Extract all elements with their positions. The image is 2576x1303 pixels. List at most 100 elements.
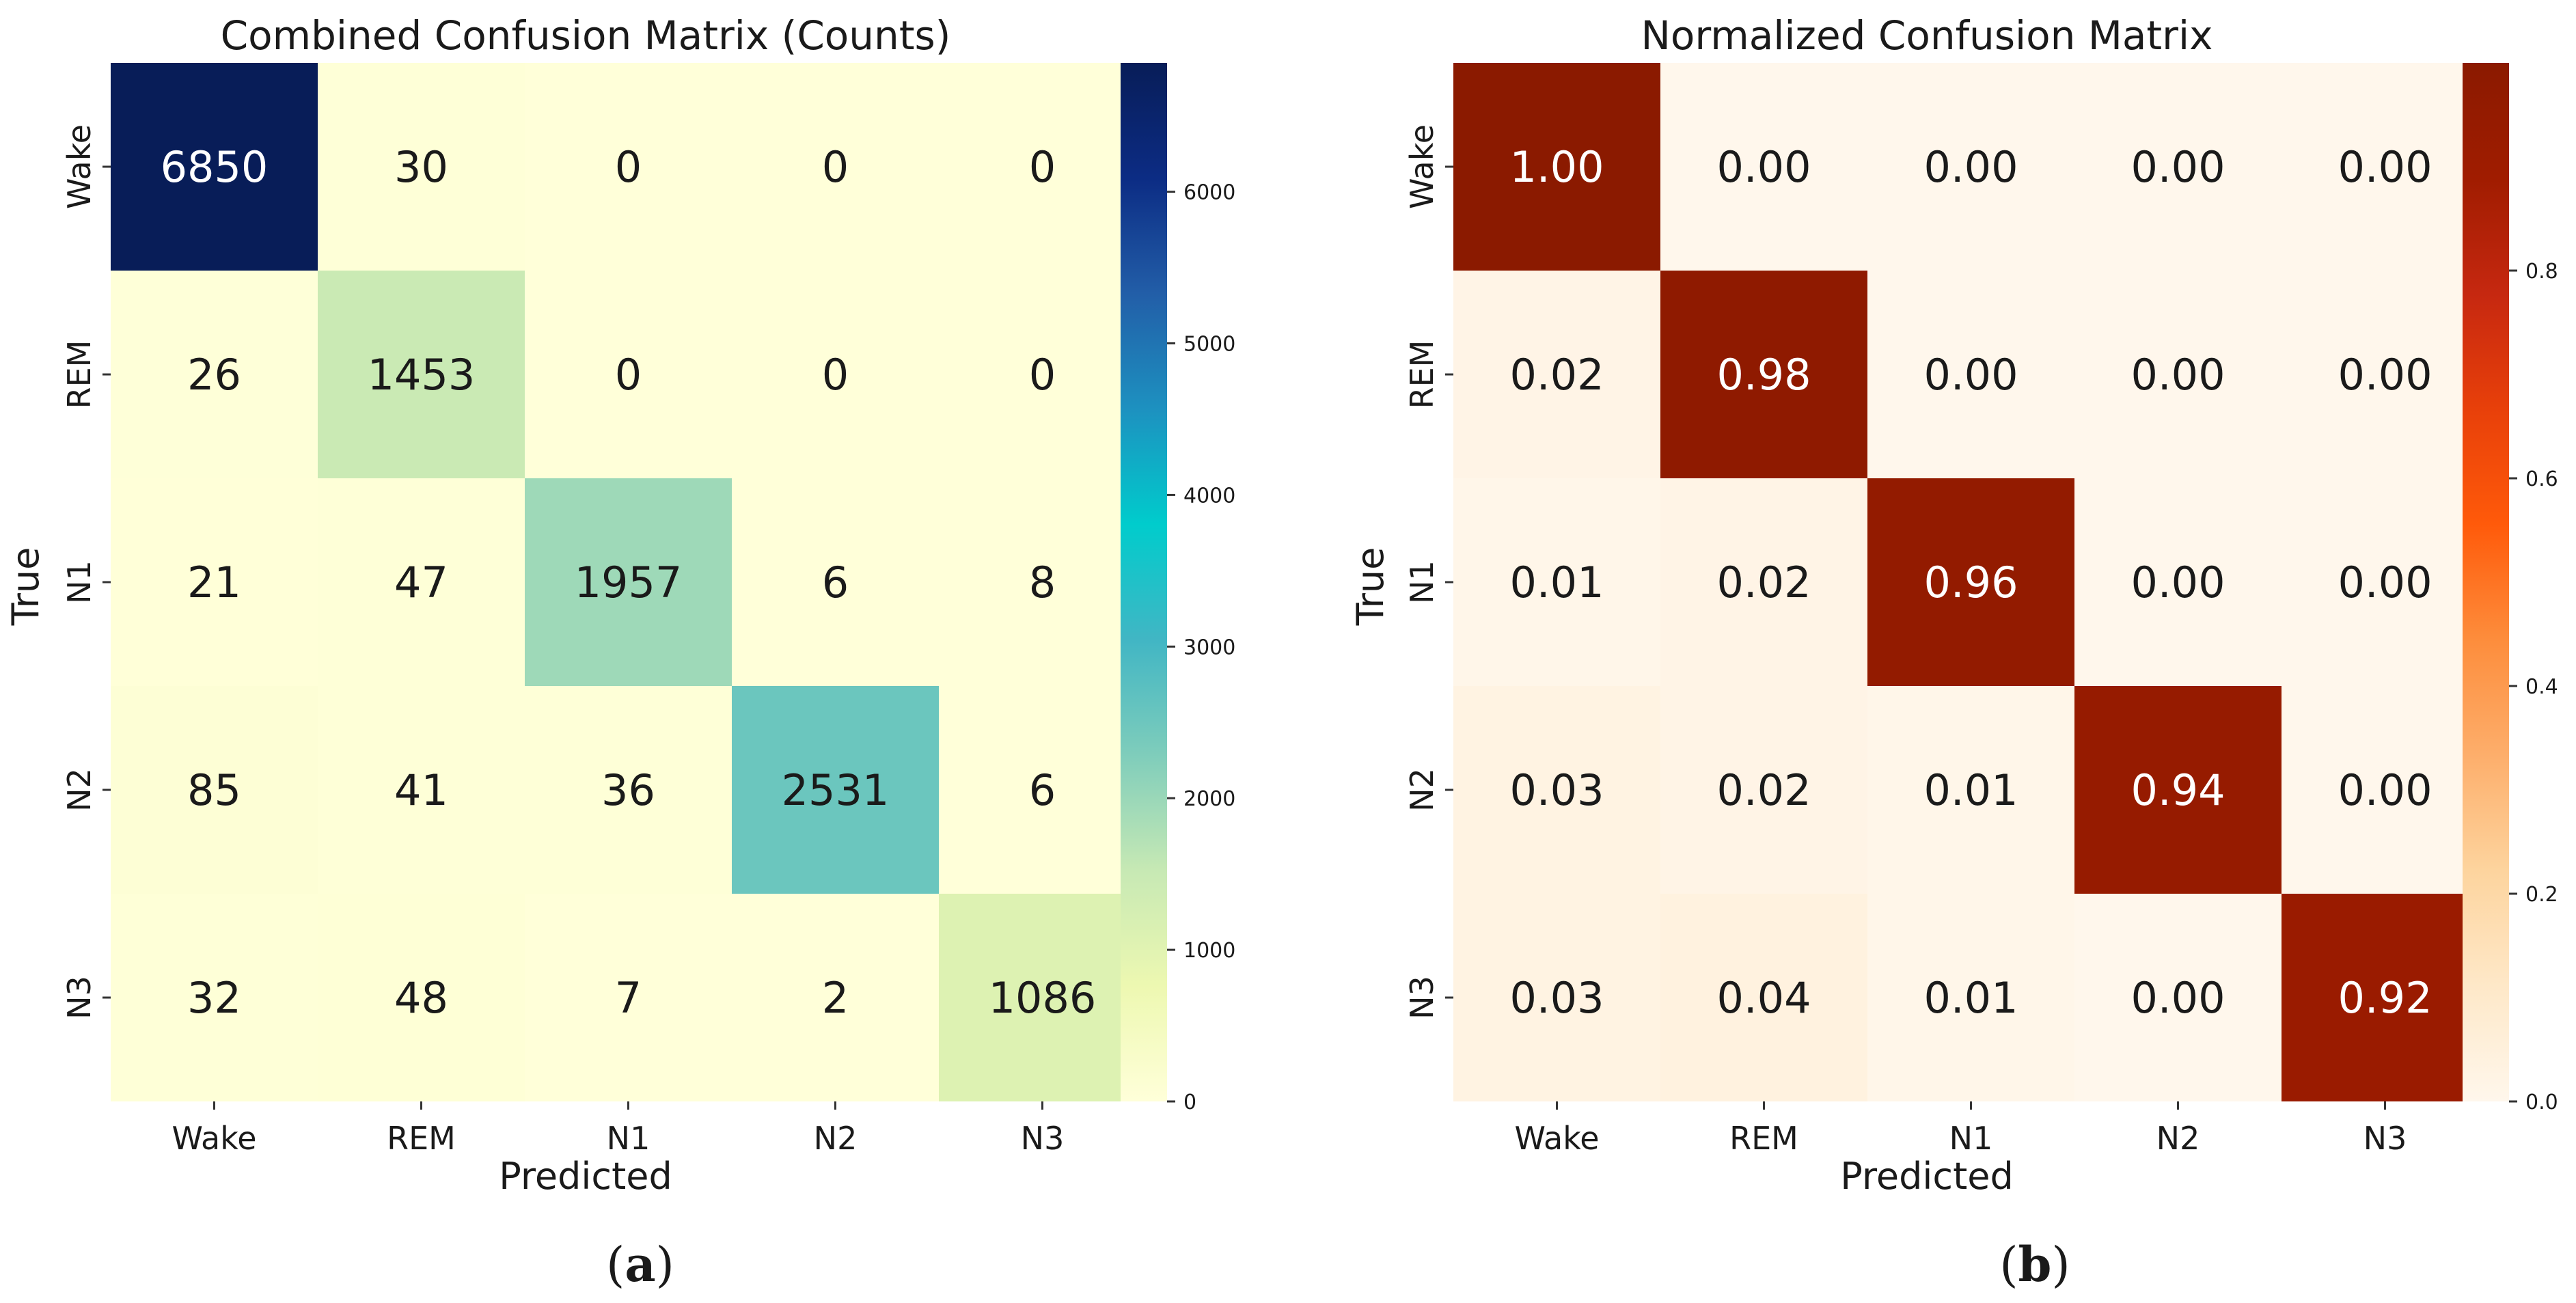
heatmap-cells-b: 1.00 0.00 0.00 0.00 0.00 0.02 0.98 0.00 0.00 0.00… bbox=[1453, 63, 2489, 1101]
cell-value: 30 bbox=[394, 142, 448, 192]
cell-value: 1957 bbox=[575, 558, 683, 607]
heatmap-cell bbox=[732, 686, 939, 894]
y-tick-label: Wake bbox=[1403, 124, 1440, 209]
y-tick-label: N2 bbox=[1403, 768, 1440, 812]
panel-label-a: (a) bbox=[606, 1236, 674, 1293]
heatmap-cell bbox=[2282, 478, 2489, 686]
heatmap-cell bbox=[2074, 686, 2282, 894]
colorbar-tick-label: 0.4 bbox=[2525, 675, 2558, 699]
heatmap-cell bbox=[1453, 894, 1660, 1101]
cell-value: 7 bbox=[615, 973, 642, 1023]
heatmap-cell bbox=[525, 63, 732, 271]
x-tick-label: Wake bbox=[1514, 1120, 1599, 1157]
cell-value: 32 bbox=[187, 973, 241, 1023]
heatmap-cell bbox=[2074, 63, 2282, 271]
cell-value: 0.04 bbox=[1716, 973, 1811, 1023]
y-tick-label: Wake bbox=[61, 124, 98, 209]
cell-value: 0.02 bbox=[1716, 765, 1811, 815]
heatmap-cell bbox=[2074, 478, 2282, 686]
cell-value: 6 bbox=[822, 558, 849, 607]
heatmap-cell bbox=[1867, 271, 2074, 478]
heatmap-cell bbox=[318, 63, 525, 271]
cell-value: 0 bbox=[1029, 142, 1056, 192]
colorbar-tick-label: 0.8 bbox=[2525, 260, 2558, 284]
heatmap-cell bbox=[111, 686, 318, 894]
chart-title-a: Combined Confusion Matrix (Counts) bbox=[221, 12, 951, 59]
colorbar-tick-label: 0 bbox=[1183, 1091, 1196, 1114]
y-tick-label: N3 bbox=[1403, 976, 1440, 1019]
cell-value: 0 bbox=[822, 142, 849, 192]
panel-label-b: (b) bbox=[1999, 1236, 2070, 1293]
heatmap-cell bbox=[111, 894, 318, 1101]
x-tick-label: N2 bbox=[2156, 1120, 2200, 1157]
cell-value: 0.01 bbox=[1923, 765, 2018, 815]
heatmap-cell bbox=[1660, 478, 1867, 686]
cell-value: 0.01 bbox=[1923, 973, 2018, 1023]
cell-value: 0.00 bbox=[2338, 558, 2432, 607]
heatmap-cell bbox=[732, 271, 939, 478]
cell-value: 0.03 bbox=[1509, 765, 1604, 815]
x-tick-label: N1 bbox=[1949, 1120, 1993, 1157]
heatmap-normalized: Normalized Confusion Matrix 1.00 0.00 0.00… bbox=[1349, 12, 2558, 1293]
heatmap-cell bbox=[111, 271, 318, 478]
heatmap-cell bbox=[318, 478, 525, 686]
y-tick-labels-a: Wake REM N1 N2 N3 bbox=[61, 124, 111, 1019]
cell-value: 0.00 bbox=[2130, 350, 2225, 400]
cell-value: 0.96 bbox=[1923, 558, 2018, 607]
colorbar-tick-label: 0.2 bbox=[2525, 883, 2558, 907]
cell-value: 85 bbox=[187, 765, 241, 815]
chart-title-b: Normalized Confusion Matrix bbox=[1641, 12, 2213, 59]
cell-value: 1453 bbox=[368, 350, 476, 400]
cell-value: 47 bbox=[394, 558, 448, 607]
cell-value: 0.00 bbox=[2338, 142, 2432, 192]
y-tick-label: N1 bbox=[61, 560, 98, 604]
colorbar-tick-label: 0.6 bbox=[2525, 467, 2558, 491]
heatmap-cell bbox=[939, 894, 1146, 1101]
x-tick-label: REM bbox=[387, 1120, 456, 1157]
heatmap-cell bbox=[1660, 894, 1867, 1101]
x-axis-label-a: Predicted bbox=[499, 1155, 672, 1198]
cell-value: 0.00 bbox=[2130, 973, 2225, 1023]
heatmap-cell bbox=[1660, 63, 1867, 271]
heatmap-cell bbox=[1867, 478, 2074, 686]
heatmap-cell bbox=[732, 63, 939, 271]
cell-value: 26 bbox=[187, 350, 241, 400]
heatmap-cell bbox=[1660, 271, 1867, 478]
x-tick-label: Wake bbox=[172, 1120, 256, 1157]
cell-value: 36 bbox=[601, 765, 655, 815]
heatmap-cell bbox=[732, 478, 939, 686]
x-tick-labels-b: Wake REM N1 N2 N3 bbox=[1514, 1101, 2407, 1157]
colorbar-a bbox=[1121, 63, 1167, 1101]
cell-value: 0.00 bbox=[1923, 142, 2018, 192]
y-tick-label: REM bbox=[1403, 340, 1440, 409]
heatmap-cell bbox=[939, 478, 1146, 686]
cell-value: 0 bbox=[615, 350, 642, 400]
y-axis-label-a: True bbox=[4, 547, 47, 627]
cell-value: 0.94 bbox=[2130, 765, 2225, 815]
x-tick-label: REM bbox=[1729, 1120, 1798, 1157]
heatmap-cell bbox=[525, 478, 732, 686]
cell-value: 0.00 bbox=[1923, 350, 2018, 400]
cell-value: 0.00 bbox=[2130, 142, 2225, 192]
x-axis-label-b: Predicted bbox=[1840, 1155, 2014, 1198]
cell-value: 0.01 bbox=[1509, 558, 1604, 607]
heatmap-cell bbox=[1453, 271, 1660, 478]
heatmap-cell bbox=[318, 271, 525, 478]
heatmap-cell bbox=[732, 894, 939, 1101]
heatmap-cell bbox=[111, 478, 318, 686]
heatmap-cell bbox=[318, 686, 525, 894]
heatmap-cells-a: 6850 30 0 0 0 26 1453 0 0 0 21 47 1957 6 8 85 41 36 2531 6 3… bbox=[111, 63, 1146, 1101]
cell-value: 6 bbox=[1029, 765, 1056, 815]
heatmap-cell bbox=[1867, 63, 2074, 271]
colorbar-tick-label: 2000 bbox=[1183, 787, 1235, 811]
cell-value: 0.02 bbox=[1716, 558, 1811, 607]
colorbar-ticks-a: 0 1000 2000 3000 4000 5000 6000 bbox=[1167, 181, 1235, 1114]
x-tick-labels-a: Wake REM N1 N2 N3 bbox=[172, 1101, 1064, 1157]
heatmap-cell bbox=[2074, 894, 2282, 1101]
cell-value: 0.00 bbox=[1716, 142, 1811, 192]
heatmap-cell bbox=[939, 63, 1146, 271]
y-axis-label-b: True bbox=[1349, 547, 1392, 627]
heatmap-cell bbox=[1453, 478, 1660, 686]
cell-value: 2 bbox=[822, 973, 849, 1023]
